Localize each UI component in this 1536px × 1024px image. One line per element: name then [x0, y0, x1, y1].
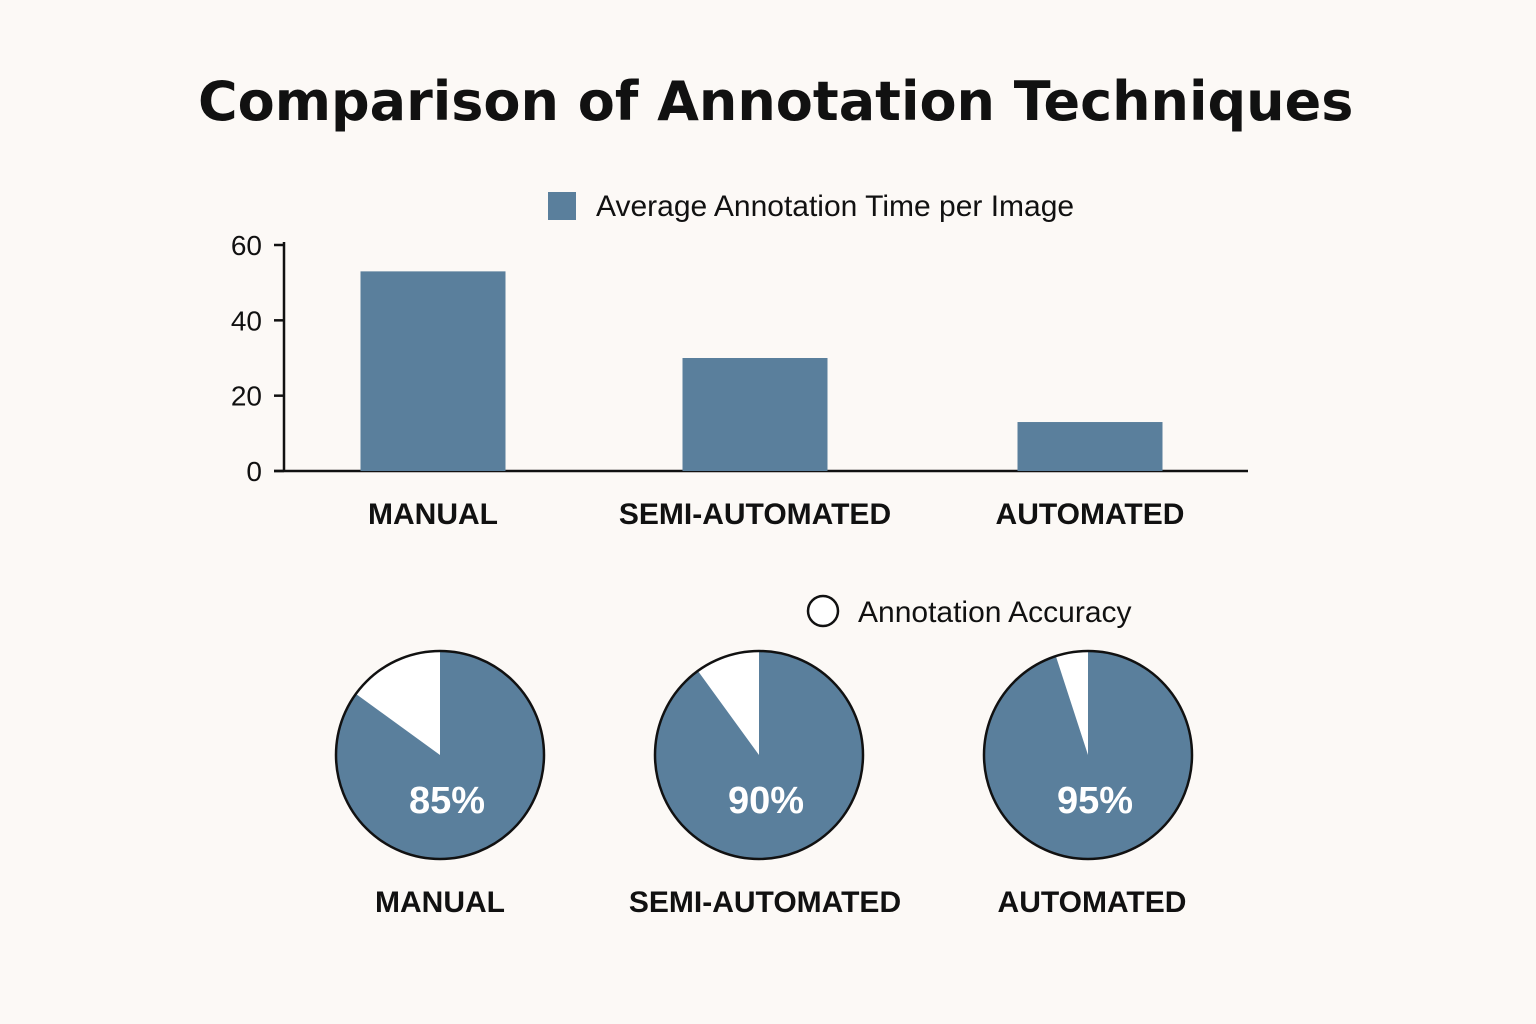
bar-legend-label: Average Annotation Time per Image — [596, 190, 1074, 223]
pie-outline — [653, 649, 865, 861]
pie-category-label: AUTOMATED — [998, 886, 1187, 919]
pie-category-label: SEMI-AUTOMATED — [629, 886, 901, 919]
pie-legend-label: Annotation Accuracy — [858, 596, 1132, 629]
pie: 95% — [982, 649, 1194, 861]
pie-value-label: 90% — [728, 780, 804, 822]
chart-title: Comparison of Annotation Techniques — [198, 70, 1354, 133]
bar-category-label: SEMI-AUTOMATED — [619, 498, 891, 531]
bar — [360, 271, 506, 471]
y-ticks: 0 20 40 60 — [231, 230, 284, 487]
pie-slice — [336, 651, 545, 859]
pies: 85% 90% 95% — [334, 649, 1194, 861]
bar-legend-swatch — [548, 192, 576, 220]
pie-legend: Annotation Accuracy — [806, 594, 1132, 629]
y-tick-label: 0 — [246, 456, 262, 487]
pie-slice — [984, 651, 1192, 859]
pie-value-label: 85% — [409, 780, 485, 822]
bar-legend: Average Annotation Time per Image — [548, 190, 1074, 223]
pie-category-label: MANUAL — [375, 886, 505, 919]
bars — [360, 271, 1163, 471]
bar — [1017, 422, 1163, 471]
pie-value-label: 95% — [1057, 780, 1133, 822]
pie-slice — [655, 651, 864, 859]
y-tick-label: 60 — [231, 230, 262, 261]
pie-outline — [334, 649, 546, 861]
y-tick-label: 40 — [231, 305, 262, 336]
bar-category-labels: MANUAL SEMI-AUTOMATED AUTOMATED — [368, 498, 1184, 531]
bar-category-label: MANUAL — [368, 498, 498, 531]
pie-category-labels: MANUAL SEMI-AUTOMATED AUTOMATED — [375, 886, 1186, 919]
pie-outline — [982, 649, 1194, 861]
bar — [682, 358, 828, 471]
bar-category-label: AUTOMATED — [996, 498, 1185, 531]
pie: 90% — [653, 649, 865, 861]
pie: 85% — [334, 649, 546, 861]
pie-legend-marker — [806, 594, 840, 628]
y-tick-label: 20 — [231, 381, 262, 412]
